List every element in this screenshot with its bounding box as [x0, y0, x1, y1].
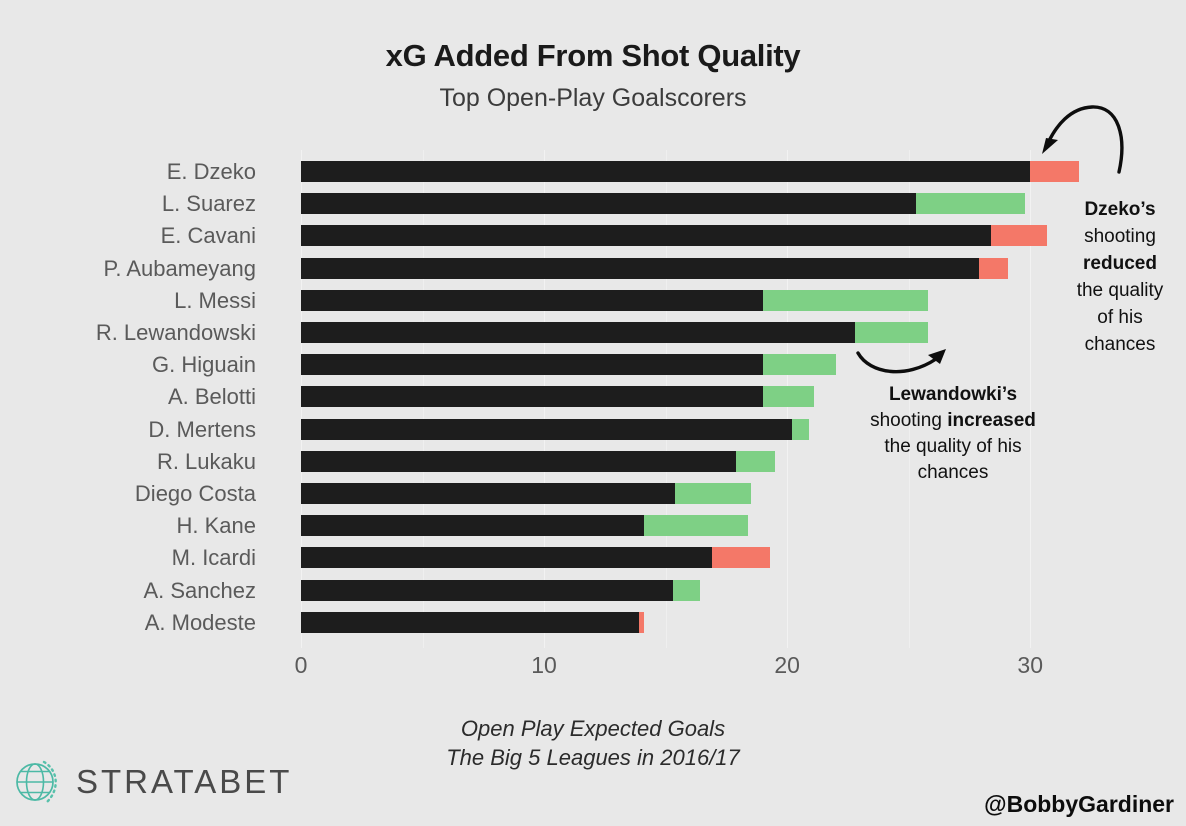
caption-line-1: Open Play Expected Goals: [460, 716, 726, 741]
dzeko-anno-line-2: shooting: [1084, 226, 1156, 247]
y-axis-label: Diego Costa: [134, 481, 256, 506]
chart-subtitle: Top Open-Play Goalscorers: [439, 84, 747, 112]
bar-segment-decrease[interactable]: [711, 547, 771, 569]
dzeko-annotation: Dzeko’s shooting reduced the quality of …: [1057, 196, 1183, 358]
bar-segment-decrease[interactable]: [638, 611, 644, 633]
lewa-anno-line-1: Lewandowki’s: [888, 384, 1018, 405]
lewa-anno-line-4: chances: [917, 462, 989, 483]
dzeko-anno-line-4: the quality: [1076, 280, 1164, 301]
bar-segment-base[interactable]: [301, 193, 916, 215]
bar-row[interactable]: [301, 611, 1091, 633]
y-axis-labels: E. Dzeko L. Suarez E. Cavani P. Aubameyang L…: [0, 150, 291, 648]
x-axis-tick-label: 10: [531, 652, 557, 678]
bar-segment-increase[interactable]: [736, 450, 775, 472]
dzeko-anno-line-6: chances: [1084, 334, 1156, 355]
bar-segment-base[interactable]: [301, 289, 763, 311]
y-axis-label: A. Belotti: [167, 384, 256, 410]
y-axis-label: G. Higuain: [152, 352, 256, 378]
bar-row[interactable]: [301, 225, 1091, 247]
bar-segment-decrease[interactable]: [991, 225, 1048, 247]
bar-segment-base[interactable]: [301, 322, 856, 343]
bar-row[interactable]: [301, 483, 1091, 504]
dzeko-annotation-arrow-icon: [1042, 105, 1124, 174]
bar-segment-base[interactable]: [301, 354, 763, 376]
y-axis-label: R. Lukaku: [156, 448, 256, 474]
y-axis-label: E. Dzeko: [166, 159, 256, 184]
author-credit: @BobbyGardiner: [984, 791, 1174, 817]
bar-row[interactable]: [301, 418, 1091, 440]
y-axis-label: L. Suarez: [161, 191, 256, 217]
bar-segment-base[interactable]: [301, 611, 639, 633]
lewandowski-annotation-arrow-icon: [856, 349, 946, 374]
bar-segment-increase[interactable]: [762, 354, 836, 376]
bar-segment-base[interactable]: [301, 579, 673, 601]
bar-row[interactable]: [301, 515, 1091, 537]
lewandowski-annotation: Lewandowki’s shooting increased the qual…: [840, 382, 1066, 486]
y-axis-label: M. Icardi: [171, 545, 256, 571]
caption-line-2: The Big 5 Leagues in 2016/17: [446, 745, 740, 770]
bar-row[interactable]: [301, 547, 1091, 569]
dzeko-anno-line-5: of his: [1097, 307, 1143, 328]
bar-row[interactable]: [301, 450, 1091, 472]
brand-name: STRATABET: [76, 763, 293, 800]
bar-segment-base[interactable]: [301, 450, 737, 472]
bar-segment-increase[interactable]: [915, 193, 1026, 215]
globe-icon: [16, 760, 57, 804]
bar-row[interactable]: [301, 289, 1091, 311]
bar-segment-base[interactable]: [301, 386, 763, 408]
x-axis: 0 10 20 30: [295, 652, 1091, 692]
dzeko-anno-line-3: reduced: [1083, 253, 1157, 274]
bar-row[interactable]: [301, 354, 1091, 376]
gridline-minor: [908, 150, 910, 648]
y-axis-label: R. Lewandowski: [95, 320, 256, 345]
bar-segment-decrease[interactable]: [979, 257, 1009, 279]
bar-row[interactable]: [301, 386, 1091, 408]
x-axis-tick-label: 20: [774, 652, 800, 678]
bar-row[interactable]: [301, 579, 1091, 601]
bar-segment-base[interactable]: [301, 257, 980, 279]
x-axis-tick-label: 0: [294, 652, 308, 678]
bar-segment-base[interactable]: [301, 418, 792, 440]
y-axis-label: A. Modeste: [144, 609, 256, 635]
lewa-anno-line-2b: increased: [947, 410, 1036, 431]
brand-logo: STRATABET: [14, 757, 292, 807]
chart-caption: Open Play Expected Goals The Big 5 Leagu…: [0, 714, 1186, 772]
bar-segment-increase[interactable]: [643, 515, 749, 537]
bar-row[interactable]: [301, 257, 1091, 279]
gridline: [1030, 150, 1032, 648]
bar-row[interactable]: [301, 322, 1091, 343]
lewa-anno-line-2a: shooting: [870, 410, 948, 431]
dzeko-anno-line-1: Dzeko’s: [1084, 199, 1156, 220]
bar-segment-increase[interactable]: [762, 289, 929, 311]
bar-segment-base[interactable]: [301, 161, 1031, 182]
bar-segment-increase[interactable]: [672, 579, 700, 601]
lewa-anno-line-3: the quality of his: [884, 436, 1022, 457]
y-axis-label: H. Kane: [176, 513, 257, 539]
y-axis-label: E. Cavani: [160, 223, 256, 249]
bar-segment-base[interactable]: [301, 547, 712, 569]
plot-area: [301, 150, 1091, 648]
y-axis-label: L. Messi: [174, 287, 256, 313]
bar-segment-increase[interactable]: [792, 418, 809, 440]
chart-title: xG Added From Shot Quality: [385, 38, 801, 73]
bar-row[interactable]: [301, 193, 1091, 215]
bar-segment-increase[interactable]: [675, 483, 751, 504]
y-axis-label: A. Sanchez: [143, 577, 256, 603]
x-axis-tick-label: 30: [1017, 652, 1044, 678]
bar-row[interactable]: [301, 161, 1091, 182]
bar-segment-base[interactable]: [301, 515, 644, 537]
y-axis-label: D. Mertens: [148, 416, 256, 442]
bar-segment-increase[interactable]: [762, 386, 814, 408]
bar-segment-decrease[interactable]: [1030, 161, 1079, 182]
bar-segment-increase[interactable]: [855, 322, 929, 343]
bar-segment-base[interactable]: [301, 483, 676, 504]
y-axis-label: P. Aubameyang: [103, 255, 257, 281]
bar-segment-base[interactable]: [301, 225, 992, 247]
